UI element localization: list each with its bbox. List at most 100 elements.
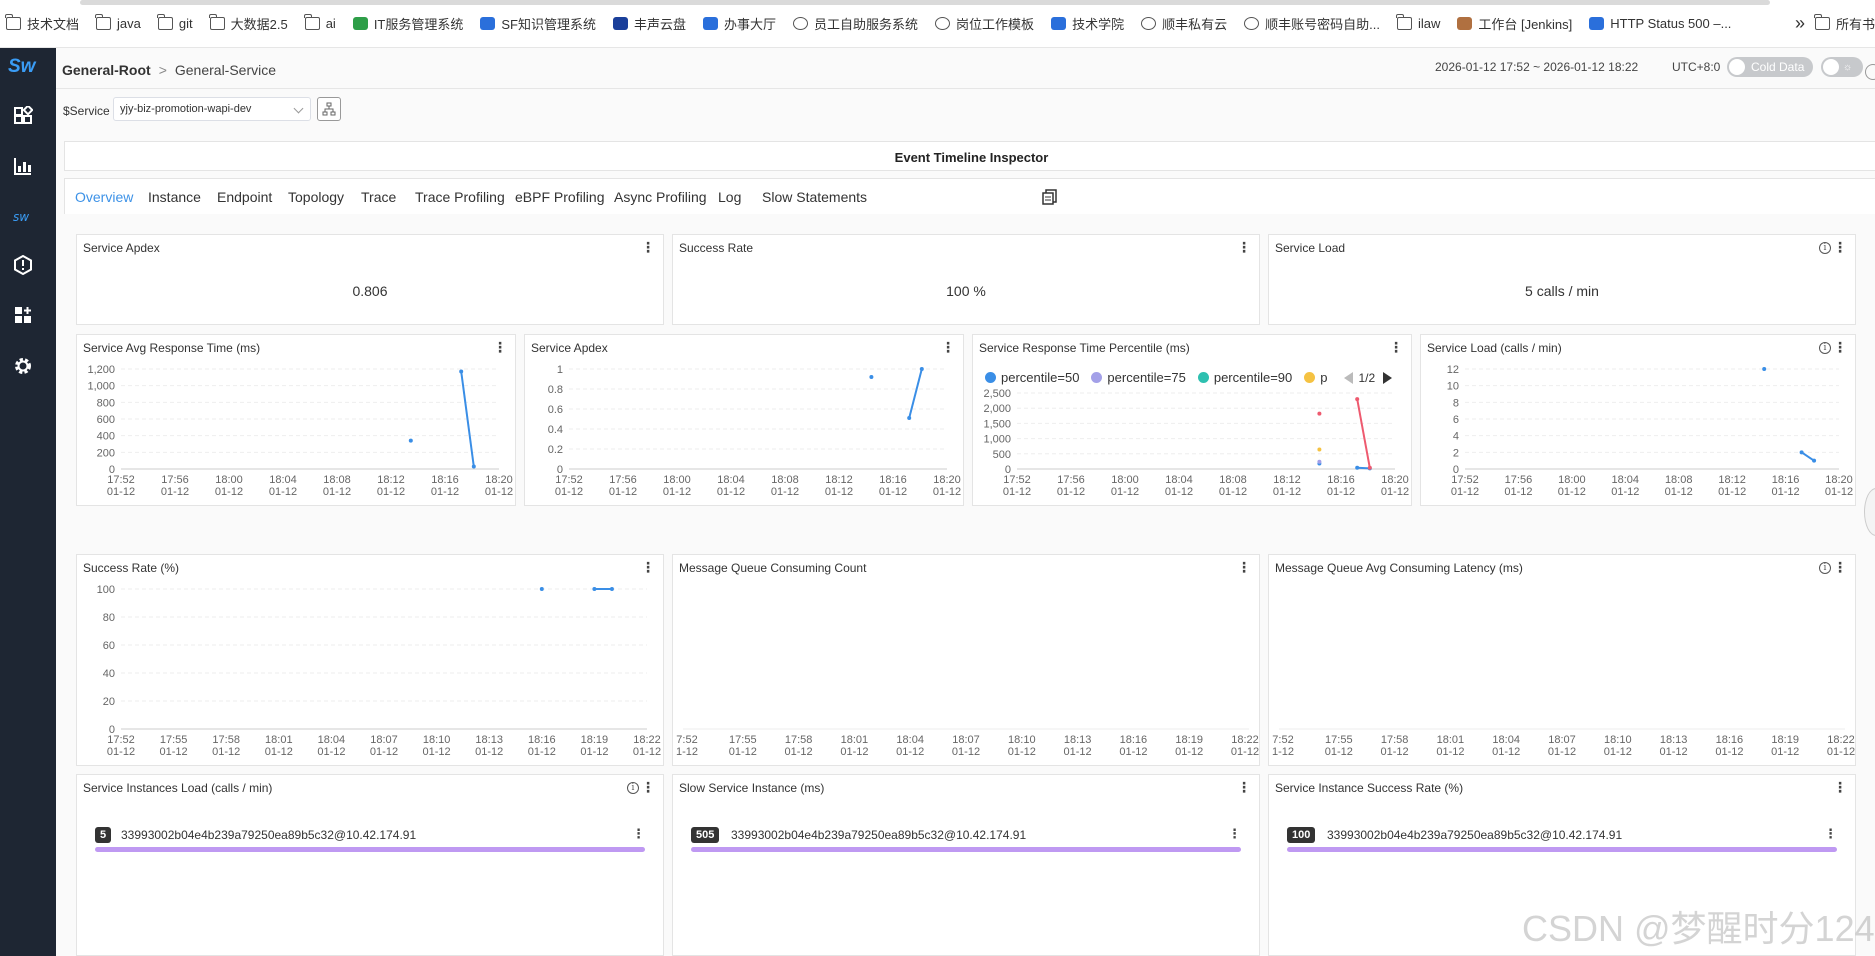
more-icon[interactable]: ⋮ xyxy=(493,339,507,355)
utc-offset[interactable]: UTC+8:0 xyxy=(1672,60,1721,74)
x-tick-date: 01-12 xyxy=(1611,486,1639,498)
legend-dot-icon xyxy=(985,372,996,383)
x-tick-label: 17:56 xyxy=(1057,474,1085,486)
card-slow-instance: Slow Service Instance (ms) ⋮ 505 3399300… xyxy=(672,774,1260,956)
more-icon[interactable]: ⋮ xyxy=(1833,779,1847,795)
more-icon[interactable]: ⋮ xyxy=(941,339,955,355)
more-icon[interactable]: ⋮ xyxy=(1237,779,1251,795)
scroll-thumb[interactable] xyxy=(80,0,1770,5)
more-icon[interactable]: ⋮ xyxy=(632,826,645,841)
time-range[interactable]: 2026-01-12 17:52 ~ 2026-01-12 18:22 xyxy=(1435,60,1639,74)
alarm-icon[interactable] xyxy=(13,254,33,276)
x-tick-date: 01-12 xyxy=(1325,746,1353,758)
bar-chart-icon[interactable] xyxy=(13,156,33,176)
tab-trace[interactable]: Trace xyxy=(361,189,397,205)
info-icon[interactable]: i xyxy=(1819,342,1831,354)
list-item[interactable]: 100 33993002b04e4b239a79250ea89b5c32@10.… xyxy=(1287,825,1837,852)
legend-item[interactable]: percentile=75 xyxy=(1091,370,1186,385)
instance-name[interactable]: 33993002b04e4b239a79250ea89b5c32@10.42.1… xyxy=(121,828,417,842)
breadcrumb-service[interactable]: General-Service xyxy=(174,62,277,78)
tab-instance[interactable]: Instance xyxy=(148,189,201,205)
service-select[interactable]: yjy-biz-promotion-wapi-dev xyxy=(113,97,311,121)
bookmark-item[interactable]: 技术文档 xyxy=(5,14,79,33)
x-tick-date: 01-12 xyxy=(1451,486,1479,498)
theme-toggle[interactable]: ☼ xyxy=(1821,57,1863,77)
main-area: General-Root > General-Service 2026-01-12 … xyxy=(56,48,1875,956)
more-icon[interactable]: ⋮ xyxy=(1833,239,1847,255)
more-icon[interactable]: ⋮ xyxy=(1833,339,1847,355)
x-tick-label: 18:16 xyxy=(1327,474,1355,486)
dashboard-icon[interactable] xyxy=(13,104,34,126)
skywalking-logo[interactable]: Sw xyxy=(8,56,36,77)
y-tick-label: 4 xyxy=(1453,431,1459,443)
tab-async-profiling[interactable]: Async Profiling xyxy=(614,189,707,205)
list-item[interactable]: 505 33993002b04e4b239a79250ea89b5c32@10.… xyxy=(691,825,1241,852)
bookmark-item[interactable]: 顺丰账号密码自助... xyxy=(1244,14,1380,33)
value-badge: 505 xyxy=(691,827,720,843)
bookmark-item[interactable]: ilaw xyxy=(1396,14,1440,31)
next-page-icon[interactable] xyxy=(1383,371,1393,384)
bookmark-item[interactable]: 岗位工作模板 xyxy=(935,14,1034,33)
x-tick-label: 18:01 xyxy=(265,734,293,746)
bookmark-item[interactable]: 顺丰私有云 xyxy=(1141,14,1227,33)
bookmark-item[interactable]: 丰声云盘 xyxy=(613,14,686,33)
prev-page-icon[interactable] xyxy=(1343,371,1353,384)
legend-item[interactable]: p xyxy=(1304,370,1328,385)
y-tick-label: 600 xyxy=(97,414,115,426)
bookmark-item[interactable]: IT服务管理系统 xyxy=(352,14,464,33)
info-icon[interactable]: i xyxy=(1819,562,1831,574)
more-icon[interactable]: ⋮ xyxy=(641,559,655,575)
bookmark-item[interactable]: ai xyxy=(304,14,336,31)
more-icon[interactable]: ⋮ xyxy=(1833,559,1847,575)
topology-button[interactable] xyxy=(317,97,341,121)
tab-endpoint[interactable]: Endpoint xyxy=(217,189,273,205)
instance-name[interactable]: 33993002b04e4b239a79250ea89b5c32@10.42.1… xyxy=(731,828,1027,842)
gear-icon[interactable] xyxy=(13,356,33,376)
tab-trace-profiling[interactable]: Trace Profiling xyxy=(415,189,505,205)
list-item[interactable]: 5 33993002b04e4b239a79250ea89b5c32@10.42… xyxy=(95,825,645,852)
bookmark-item[interactable]: 技术学院 xyxy=(1051,14,1124,33)
settings-circle-icon[interactable] xyxy=(1865,64,1875,80)
bookmark-label: IT服务管理系统 xyxy=(373,17,464,32)
series-line xyxy=(460,371,475,467)
x-tick-date: 01-12 xyxy=(1548,746,1576,758)
side-handle[interactable] xyxy=(1864,488,1875,536)
cold-data-toggle[interactable]: Cold Data xyxy=(1727,57,1813,77)
more-icon[interactable]: ⋮ xyxy=(1237,559,1251,575)
bookmark-item[interactable]: 大数据2.5 xyxy=(209,14,288,33)
bookmark-item[interactable]: git xyxy=(157,14,193,31)
bookmark-item[interactable]: 办事大厅 xyxy=(703,14,776,33)
tab-overview[interactable]: Overview xyxy=(75,189,134,205)
bookmark-item[interactable]: 工作台 [Jenkins] xyxy=(1457,14,1572,33)
more-icon[interactable]: ⋮ xyxy=(1389,339,1403,355)
instance-name[interactable]: 33993002b04e4b239a79250ea89b5c32@10.42.1… xyxy=(1327,828,1623,842)
bookmark-item[interactable]: 员工自助服务系统 xyxy=(793,14,918,33)
tab-ebpf-profiling[interactable]: eBPF Profiling xyxy=(515,189,605,205)
tab-log[interactable]: Log xyxy=(718,189,742,205)
x-tick-date: 01-12 xyxy=(1273,486,1301,498)
more-icon[interactable]: ⋮ xyxy=(641,779,655,795)
info-icon[interactable]: i xyxy=(627,782,639,794)
sw-logo-icon[interactable]: sw xyxy=(13,206,33,226)
bookmark-item[interactable]: SF知识管理系统 xyxy=(480,14,596,33)
legend-item[interactable]: percentile=90 xyxy=(1197,370,1292,385)
bookmark-item[interactable]: java xyxy=(95,14,141,31)
more-icon[interactable]: ⋮ xyxy=(1237,239,1251,255)
more-icon[interactable]: ⋮ xyxy=(1824,826,1837,841)
data-point xyxy=(1317,447,1322,452)
bookmark-all[interactable]: 所有书 xyxy=(1814,14,1875,33)
more-icon[interactable]: ⋮ xyxy=(1228,826,1241,841)
info-icon[interactable]: i xyxy=(1819,242,1831,254)
widgets-icon[interactable] xyxy=(13,305,33,325)
legend-item[interactable]: percentile=50 xyxy=(985,370,1079,385)
tab-topology[interactable]: Topology xyxy=(288,189,345,205)
x-tick-label: 17:55 xyxy=(729,734,757,746)
legend-page: 1/2 xyxy=(1358,370,1376,385)
tab-slow-statements[interactable]: Slow Statements xyxy=(762,189,868,205)
copy-icon[interactable] xyxy=(1042,189,1058,205)
card-title: Service Load xyxy=(1275,241,1346,255)
more-icon[interactable]: ⋮ xyxy=(641,239,655,255)
bookmarks-more-icon[interactable]: » xyxy=(1794,13,1805,33)
bookmark-item[interactable]: HTTP Status 500 –... xyxy=(1589,16,1731,31)
breadcrumb-root[interactable]: General-Root xyxy=(62,62,151,78)
